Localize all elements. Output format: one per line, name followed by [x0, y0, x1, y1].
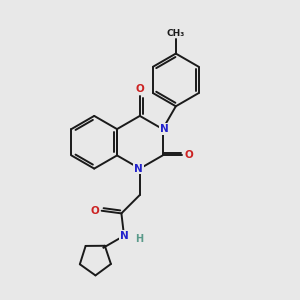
Text: H: H [136, 234, 144, 244]
Text: N: N [160, 124, 169, 134]
Text: N: N [120, 231, 128, 241]
Text: O: O [185, 150, 194, 161]
Text: O: O [136, 84, 144, 94]
Text: CH₃: CH₃ [167, 28, 185, 38]
Text: N: N [134, 164, 143, 174]
Text: O: O [90, 206, 99, 216]
